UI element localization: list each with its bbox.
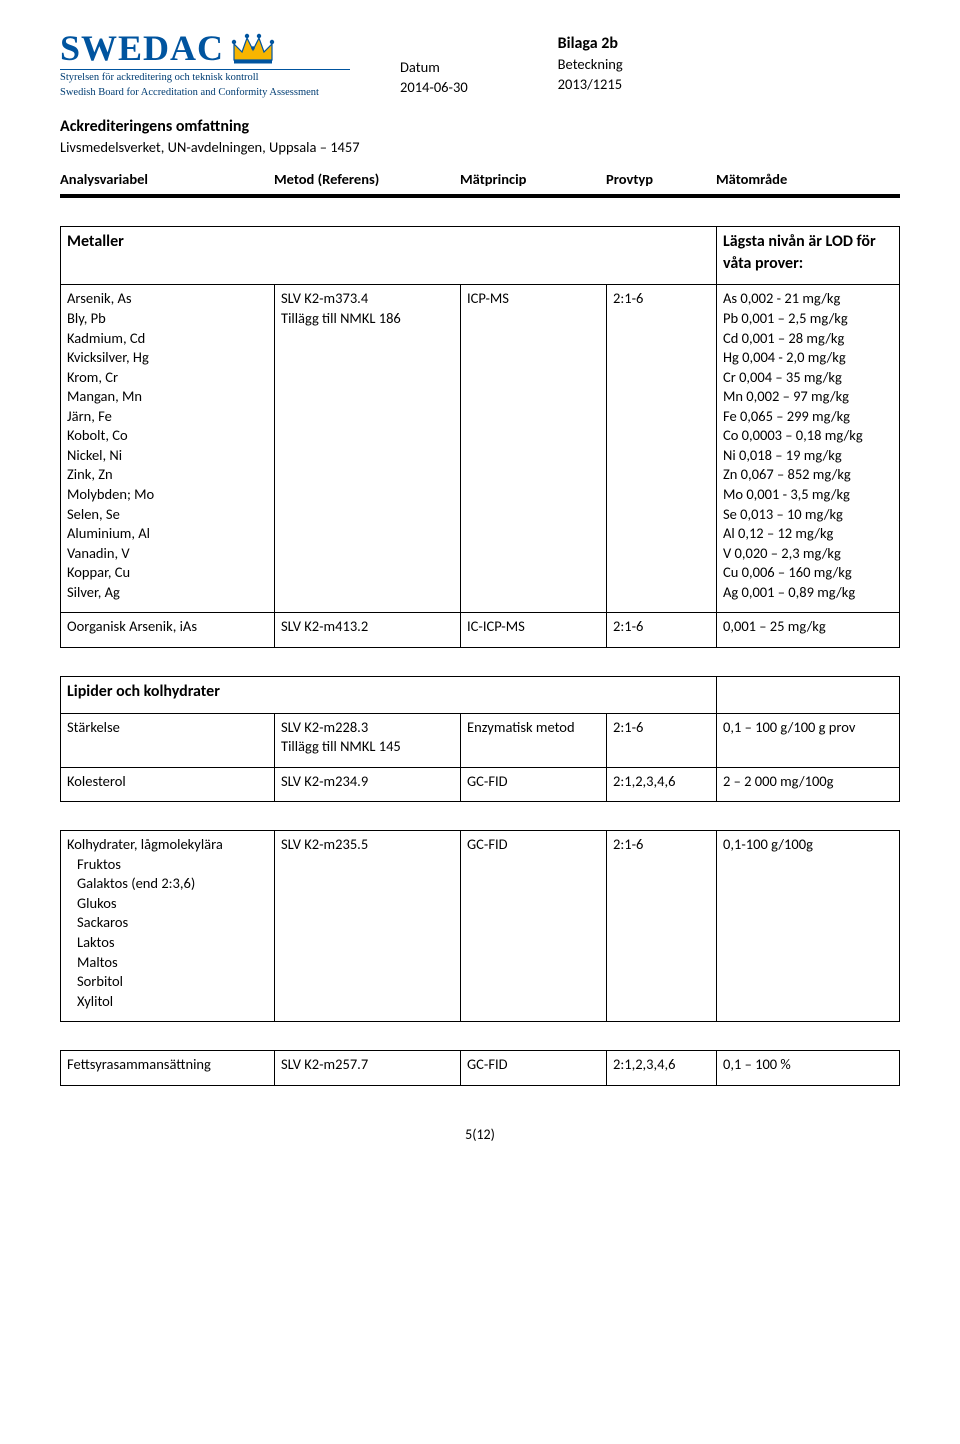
datum-value: 2014-06-30: [400, 78, 468, 96]
carb-name: Kolhydrater, lågmolekylära: [67, 835, 268, 855]
cell: 2 – 2 000 mg/100g: [717, 767, 900, 802]
cell: GC-FID: [461, 831, 607, 1022]
table-row: Oorganisk Arsenik, iAs SLV K2-m413.2 IC-…: [61, 613, 900, 648]
cell: 2:1-6: [607, 831, 717, 1022]
metals-principle: ICP-MS: [461, 285, 607, 613]
table-row: Lipider och kolhydrater: [61, 676, 900, 713]
metals-method: SLV K2-m373.4Tillägg till NMKL 186: [275, 285, 461, 613]
cell: Stärkelse: [61, 713, 275, 767]
metals-lod-note: Lägsta nivån är LOD för våta prover:: [717, 227, 900, 285]
col-matprincip: Mätprincip: [460, 170, 606, 188]
fat-table: Fettsyrasammansättning SLV K2-m257.7 GC-…: [60, 1050, 900, 1086]
metals-table: Metaller Lägsta nivån är LOD för våta pr…: [60, 226, 900, 648]
cell: 2:1,2,3,4,6: [607, 1051, 717, 1086]
header-rule: [60, 194, 900, 198]
bilaga: Bilaga 2b: [558, 34, 623, 53]
col-provtyp: Provtyp: [606, 170, 716, 188]
tagline-en: Swedish Board for Accreditation and Conf…: [60, 87, 380, 100]
carb-sub: FruktosGalaktos (end 2:3,6)GlukosSackaro…: [67, 855, 268, 1012]
doc-subtitle: Livsmedelsverket, UN-avdelningen, Uppsal…: [60, 138, 900, 156]
metals-list: Arsenik, AsBly, PbKadmium, CdKvicksilver…: [61, 285, 275, 613]
table-row: Kolhydrater, lågmolekylära FruktosGalakt…: [61, 831, 900, 1022]
carb-cell: Kolhydrater, lågmolekylära FruktosGalakt…: [61, 831, 275, 1022]
table-row: Metaller Lägsta nivån är LOD för våta pr…: [61, 227, 900, 285]
logo-text: SWEDAC: [60, 30, 224, 66]
beteckning-label: Beteckning: [558, 55, 623, 73]
header-meta: Datum 2014-06-30 Bilaga 2b Beteckning 20…: [400, 30, 900, 99]
ias-principle: IC-ICP-MS: [461, 613, 607, 648]
crown-icon: [230, 30, 276, 66]
table-row: Kolesterol SLV K2-m234.9 GC-FID 2:1,2,3,…: [61, 767, 900, 802]
cell: SLV K2-m257.7: [275, 1051, 461, 1086]
cell: 0,1 – 100 g/100 g prov: [717, 713, 900, 767]
datum-label: Datum: [400, 58, 468, 76]
metals-ranges: As 0,002 - 21 mg/kgPb 0,001 – 2,5 mg/kgC…: [717, 285, 900, 613]
doc-title: Ackrediteringens omfattning: [60, 117, 900, 136]
column-headers: Analysvariabel Metod (Referens) Mätprinc…: [60, 170, 900, 188]
table-row: Fettsyrasammansättning SLV K2-m257.7 GC-…: [61, 1051, 900, 1086]
cell: 2:1-6: [607, 713, 717, 767]
col-metod: Metod (Referens): [274, 170, 460, 188]
beteckning-value: 2013/1215: [558, 75, 623, 93]
metals-provtyp: 2:1-6: [607, 285, 717, 613]
cell: 0,1 – 100 %: [717, 1051, 900, 1086]
cell: Kolesterol: [61, 767, 275, 802]
cell: SLV K2-m235.5: [275, 831, 461, 1022]
ias-provtyp: 2:1-6: [607, 613, 717, 648]
ias-method: SLV K2-m413.2: [275, 613, 461, 648]
cell: GC-FID: [461, 1051, 607, 1086]
table-row: Stärkelse SLV K2-m228.3Tillägg till NMKL…: [61, 713, 900, 767]
carb-table: Kolhydrater, lågmolekylära FruktosGalakt…: [60, 830, 900, 1022]
logo-block: SWEDAC Styrelsen för ackreditering och t…: [60, 30, 380, 99]
cell: SLV K2-m234.9: [275, 767, 461, 802]
cell: Enzymatisk metod: [461, 713, 607, 767]
ias-range: 0,001 – 25 mg/kg: [717, 613, 900, 648]
page-number: 5(12): [60, 1126, 900, 1143]
cell: 2:1,2,3,4,6: [607, 767, 717, 802]
page-header: SWEDAC Styrelsen för ackreditering och t…: [60, 30, 900, 99]
ias-name: Oorganisk Arsenik, iAs: [61, 613, 275, 648]
cell: Fettsyrasammansättning: [61, 1051, 275, 1086]
cell: 0,1-100 g/100g: [717, 831, 900, 1022]
metals-section-title: Metaller: [61, 227, 717, 285]
lipids-section-title: Lipider och kolhydrater: [61, 676, 717, 713]
col-analysvariabel: Analysvariabel: [60, 170, 274, 188]
col-matomrade: Mätområde: [716, 170, 900, 188]
tagline-sv: Styrelsen för ackreditering och teknisk …: [60, 72, 380, 85]
lipids-table: Lipider och kolhydrater Stärkelse SLV K2…: [60, 676, 900, 802]
cell: GC-FID: [461, 767, 607, 802]
cell: [717, 676, 900, 713]
table-row: Arsenik, AsBly, PbKadmium, CdKvicksilver…: [61, 285, 900, 613]
cell: SLV K2-m228.3Tillägg till NMKL 145: [275, 713, 461, 767]
